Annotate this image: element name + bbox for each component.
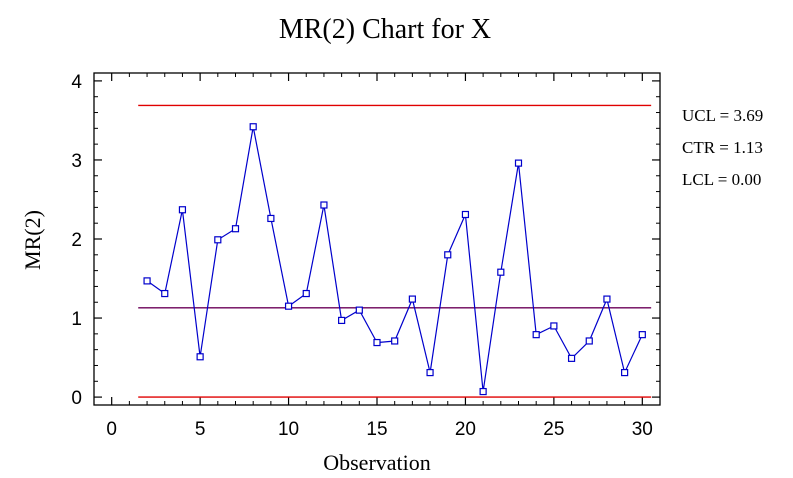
data-point-marker xyxy=(338,316,346,325)
y-tick-label: 3 xyxy=(71,151,82,172)
x-tick-label: 10 xyxy=(278,419,299,440)
data-point-marker xyxy=(355,306,363,314)
ctr-label: CTR = 1.13 xyxy=(682,138,763,157)
data-point-marker xyxy=(214,236,222,244)
data-point-marker xyxy=(320,201,328,209)
series-group xyxy=(143,123,646,396)
data-point-marker xyxy=(479,387,487,396)
data-point-marker xyxy=(621,368,629,377)
data-point-marker xyxy=(444,251,452,259)
control-limit-legend: UCL = 3.69 CTR = 1.13 LCL = 0.00 xyxy=(682,106,763,189)
data-point-marker xyxy=(249,123,257,131)
data-point-marker xyxy=(267,214,275,223)
data-point-marker xyxy=(532,331,540,339)
x-tick-label: 20 xyxy=(455,419,476,440)
data-point-marker xyxy=(408,295,416,303)
x-tick-label: 0 xyxy=(106,419,117,440)
data-point-marker xyxy=(603,295,611,303)
data-point-marker xyxy=(391,337,399,345)
y-tick-label: 0 xyxy=(71,388,82,409)
data-point-marker xyxy=(196,353,204,361)
data-point-marker xyxy=(302,289,310,298)
y-tick-label: 2 xyxy=(71,230,82,251)
ucl-label: UCL = 3.69 xyxy=(682,106,763,125)
lcl-label: LCL = 0.00 xyxy=(682,170,761,189)
x-tick-label: 15 xyxy=(366,419,387,440)
data-point-marker xyxy=(373,338,381,347)
x-tick-label: 25 xyxy=(543,419,564,440)
chart-title: MR(2) Chart for X xyxy=(279,14,491,45)
data-point-marker xyxy=(426,368,434,377)
x-axis-label: Observation xyxy=(323,450,431,475)
data-point-marker xyxy=(461,210,470,219)
data-point-marker xyxy=(231,225,240,233)
data-point-marker xyxy=(567,354,576,362)
data-point-marker xyxy=(497,268,505,276)
data-point-marker xyxy=(143,277,151,285)
control-limit-lines xyxy=(138,104,652,398)
data-point-marker xyxy=(550,322,558,330)
data-point-marker xyxy=(161,289,169,298)
data-point-marker xyxy=(638,331,646,339)
data-point-marker xyxy=(514,159,523,167)
series-line xyxy=(146,126,643,392)
x-tick-label: 30 xyxy=(632,419,653,440)
y-axis-label: MR(2) xyxy=(20,210,45,270)
data-point-marker xyxy=(585,337,593,345)
data-point-marker xyxy=(178,206,187,214)
y-axis: 0 1 2 3 4 xyxy=(71,72,660,409)
y-tick-label: 1 xyxy=(71,309,82,330)
y-tick-label: 4 xyxy=(71,72,82,93)
x-axis: 0 5 10 15 20 25 30 xyxy=(106,73,653,440)
x-tick-label: 5 xyxy=(195,419,206,440)
data-point-marker xyxy=(284,302,293,310)
